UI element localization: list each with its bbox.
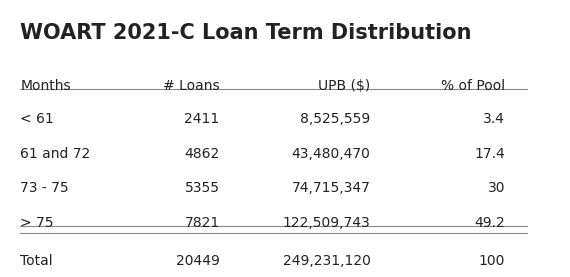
Text: 49.2: 49.2 [474, 216, 505, 230]
Text: Total: Total [21, 254, 53, 268]
Text: WOART 2021-C Loan Term Distribution: WOART 2021-C Loan Term Distribution [21, 23, 472, 43]
Text: 43,480,470: 43,480,470 [292, 147, 371, 161]
Text: 249,231,120: 249,231,120 [283, 254, 370, 268]
Text: 30: 30 [487, 181, 505, 196]
Text: > 75: > 75 [21, 216, 54, 230]
Text: Months: Months [21, 79, 71, 93]
Text: 122,509,743: 122,509,743 [283, 216, 370, 230]
Text: 2411: 2411 [184, 112, 219, 126]
Text: < 61: < 61 [21, 112, 54, 126]
Text: % of Pool: % of Pool [441, 79, 505, 93]
Text: 8,525,559: 8,525,559 [300, 112, 370, 126]
Text: 100: 100 [479, 254, 505, 268]
Text: 61 and 72: 61 and 72 [21, 147, 91, 161]
Text: 3.4: 3.4 [483, 112, 505, 126]
Text: 74,715,347: 74,715,347 [292, 181, 371, 196]
Text: UPB ($): UPB ($) [318, 79, 370, 93]
Text: 7821: 7821 [184, 216, 219, 230]
Text: 20449: 20449 [176, 254, 219, 268]
Text: 17.4: 17.4 [474, 147, 505, 161]
Text: # Loans: # Loans [163, 79, 219, 93]
Text: 73 - 75: 73 - 75 [21, 181, 69, 196]
Text: 5355: 5355 [185, 181, 219, 196]
Text: 4862: 4862 [184, 147, 219, 161]
